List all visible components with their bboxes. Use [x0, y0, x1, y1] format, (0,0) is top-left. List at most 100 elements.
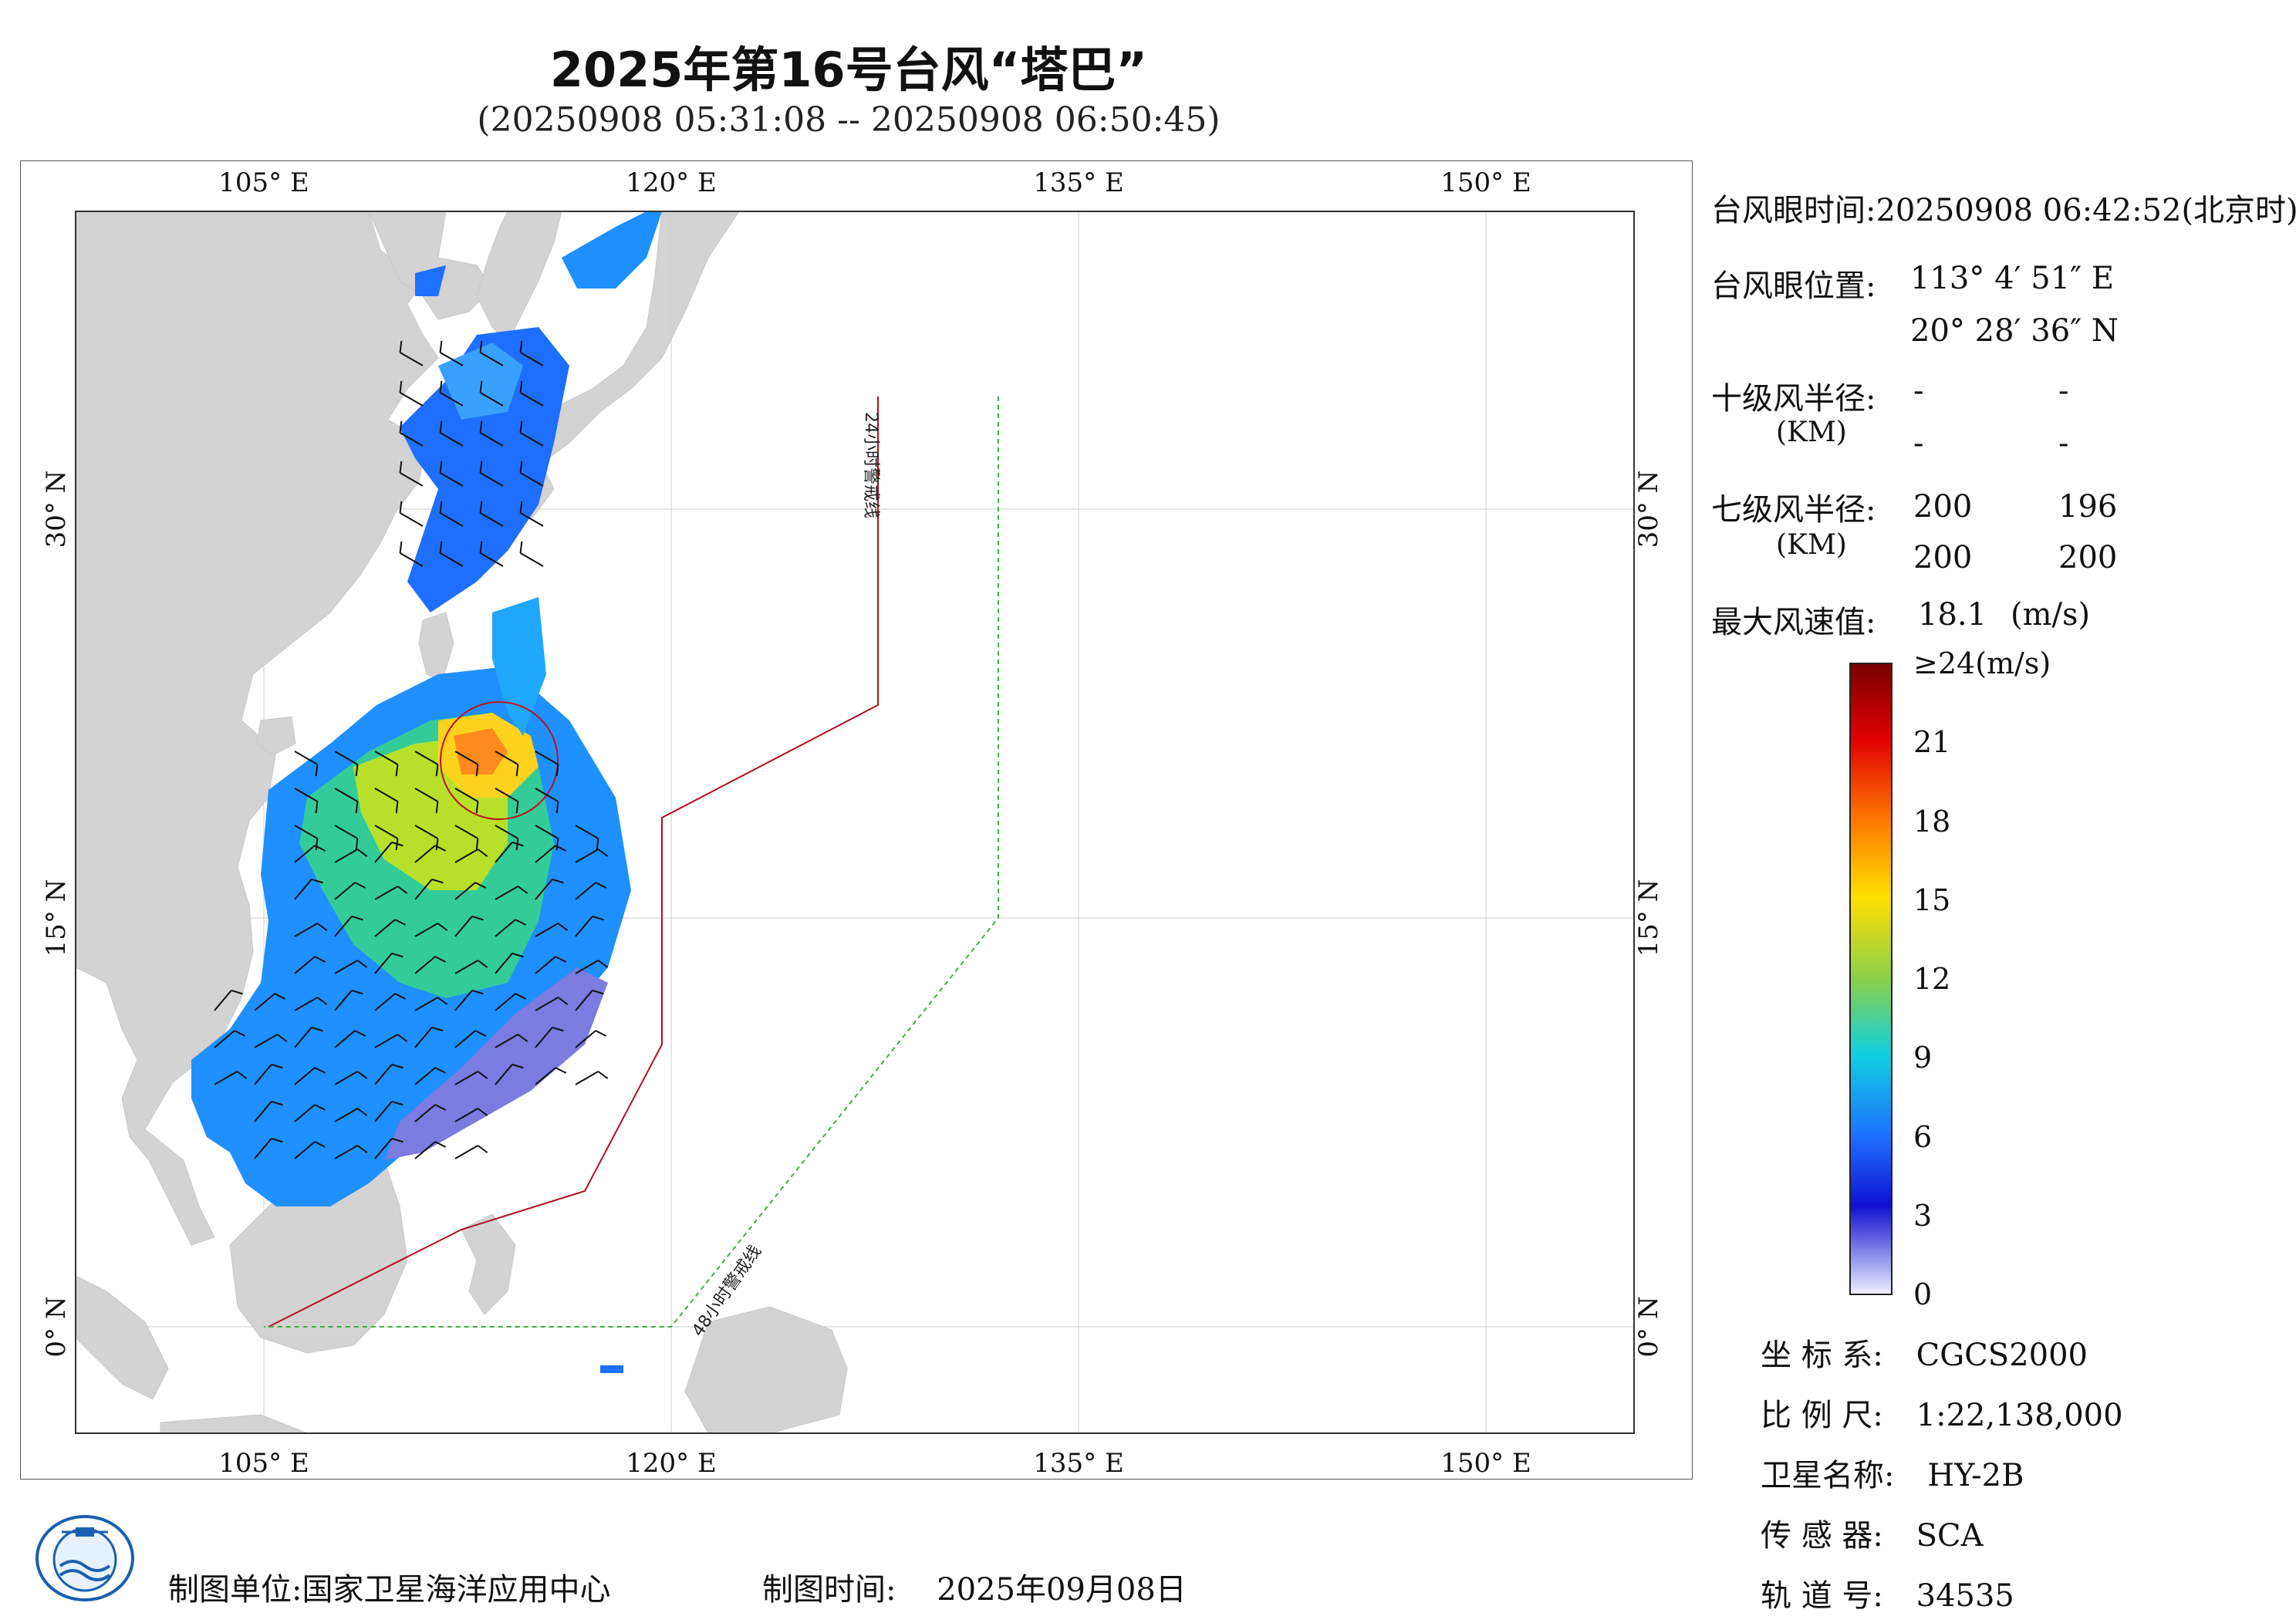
producer: 制图单位:国家卫星海洋应用中心 — [168, 1564, 610, 1609]
lat-label-left-15: 15° N — [41, 879, 72, 957]
wind-barb — [414, 788, 439, 814]
wind-barb — [334, 1108, 368, 1122]
wind-barb — [479, 380, 504, 407]
lat-label-left-0: 0° N — [41, 1296, 72, 1357]
wind-barb — [439, 380, 464, 407]
wind-barb — [454, 751, 479, 777]
sensor-label: 传 感 器: — [1761, 1518, 1883, 1554]
wind-barb — [535, 956, 567, 974]
wind-barb — [454, 1030, 487, 1048]
orbit: 轨 道 号: 34535 — [1761, 1571, 2014, 1615]
wind-barb — [519, 420, 544, 447]
satellite-label: 卫星名称: — [1761, 1458, 1895, 1493]
wind-barb — [254, 1100, 283, 1122]
wind-barb — [254, 993, 286, 1011]
wind-barb — [334, 1071, 368, 1085]
wind-barb — [414, 1067, 447, 1085]
wind-barb — [575, 1030, 607, 1048]
lon-label-top-120: 120° E — [626, 167, 717, 198]
wind-barb — [454, 1145, 488, 1159]
wind-barb — [454, 788, 479, 814]
wind-barb — [334, 960, 368, 974]
scale: 比 例 尺: 1:22,138,000 — [1761, 1390, 2123, 1435]
wind-barb — [414, 1026, 444, 1048]
colorbar-label-24: ≥24(m/s) — [1913, 646, 2051, 680]
wind-barb — [495, 841, 524, 863]
wind-barb — [439, 420, 464, 447]
date-label: 制图时间: — [762, 1572, 896, 1608]
wind-barb — [294, 1104, 326, 1122]
wind-barb — [414, 956, 447, 974]
warning-line-24h — [268, 396, 879, 1328]
wind-barb — [575, 915, 604, 937]
wind-barb — [535, 1067, 567, 1085]
wind-barb — [479, 541, 504, 567]
wind-barb — [414, 825, 439, 851]
wind-barb — [294, 923, 328, 937]
producer-label: 制图单位: — [168, 1572, 302, 1608]
eye-pos-label: 台风眼位置: — [1711, 268, 1876, 304]
wind-barb — [495, 751, 519, 777]
wind-barb — [535, 878, 564, 900]
wind-barb — [535, 997, 569, 1011]
wind-barb — [399, 541, 424, 567]
wind-barb — [519, 541, 544, 567]
wind-barb — [334, 1030, 366, 1048]
wind-barb — [535, 845, 567, 863]
wind-barb — [454, 849, 488, 863]
wind-barb — [414, 1141, 447, 1159]
wind-barb — [294, 1141, 326, 1159]
wind-barb — [414, 997, 448, 1011]
lon-label-top-150: 150° E — [1440, 167, 1531, 198]
wind-barb — [334, 915, 363, 937]
crs: 坐 标 系: CGCS2000 — [1761, 1330, 2088, 1375]
r10-ne: - — [1913, 373, 1924, 409]
colorbar-label-6: 6 — [1913, 1119, 1933, 1154]
wind-barb — [454, 1071, 488, 1085]
wind-barb — [454, 960, 488, 974]
wind-barb — [495, 788, 519, 814]
wind-barb — [254, 1137, 283, 1159]
eye-time-value: 20250908 06:42:52(北京时) — [1876, 193, 2296, 228]
wind-barb — [374, 1100, 403, 1122]
wind-barb — [374, 952, 403, 974]
wind-barb — [575, 960, 609, 974]
lon-label-bottom-120: 120° E — [626, 1448, 717, 1479]
colorbar-label-3: 3 — [1913, 1198, 1933, 1233]
wind-barb — [479, 461, 504, 487]
wind-barb — [294, 751, 319, 777]
wind-barb — [399, 501, 424, 527]
sensor: 传 感 器: SCA — [1761, 1510, 1984, 1555]
wind-barb — [454, 882, 487, 900]
wind-barb — [374, 1063, 403, 1085]
wind-barb — [374, 1034, 408, 1048]
wind-barb — [399, 420, 424, 447]
wind-barb — [374, 1137, 403, 1159]
warning-24h-label: 24小时警戒线 — [861, 412, 880, 518]
satellite-value: HY-2B — [1927, 1458, 2024, 1493]
lat-label-right-30: 30° N — [1633, 471, 1664, 548]
r10-unit: (KM) — [1776, 417, 1847, 448]
wind-barb — [454, 989, 484, 1011]
r7-se: 196 — [2058, 489, 2118, 525]
wind-barb — [575, 882, 607, 900]
wind-barb — [294, 878, 323, 900]
wind-barb — [334, 1145, 368, 1159]
agency-logo-icon — [35, 1515, 134, 1601]
eye-time: 台风眼时间:20250908 06:42:52(北京时) — [1711, 185, 2296, 230]
wind-barb — [334, 989, 363, 1011]
wind-barb — [479, 501, 504, 527]
wind-barb — [439, 461, 464, 487]
wind-barb — [535, 788, 559, 814]
wind-barb — [519, 501, 544, 527]
wind-barb — [495, 919, 527, 937]
wind-barb — [334, 825, 359, 851]
typhoon-wind-radius-circle — [440, 701, 559, 820]
wind-barb — [535, 923, 569, 937]
wind-barb — [519, 461, 544, 487]
wind-barb — [334, 788, 359, 814]
r7-sw: 200 — [1913, 540, 1973, 575]
wind-barb — [214, 1071, 248, 1085]
wind-barb — [519, 340, 544, 366]
wind-barb — [374, 751, 399, 777]
